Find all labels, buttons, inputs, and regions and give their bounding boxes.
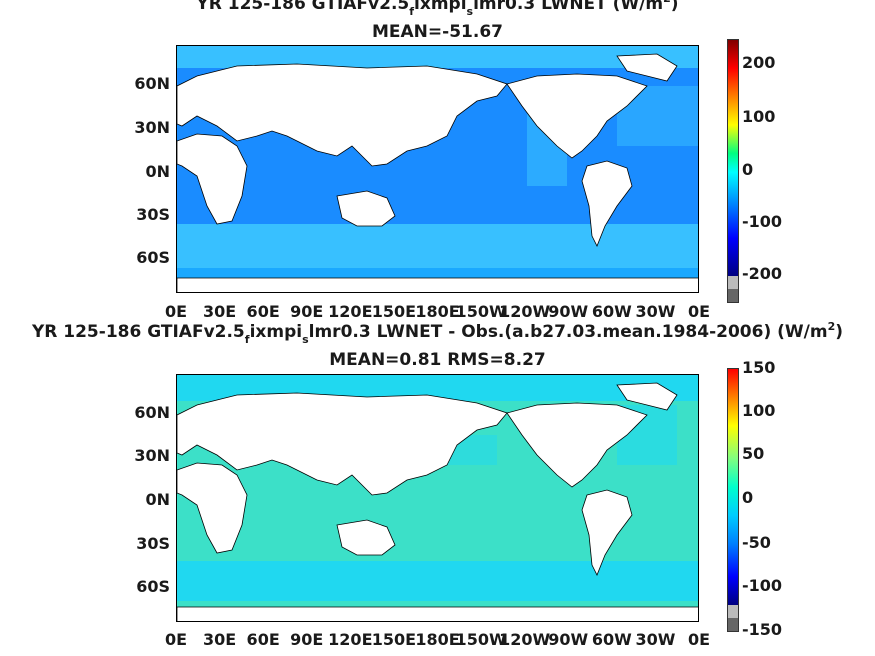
map-2-mean: MEAN=0.81 RMS=8.27	[329, 350, 546, 370]
lon-label: 120W	[499, 630, 551, 649]
map-2-colorbar-tick: 50	[742, 444, 765, 463]
lon-label: 0E	[164, 302, 188, 321]
map-1-colorbar-tick: -100	[742, 212, 783, 231]
lon-label: 120E	[328, 302, 373, 321]
map-2-plot	[176, 374, 699, 622]
map-2-lat-label: 60S	[136, 577, 170, 596]
map-1-colorbar-tick: 200	[742, 53, 776, 72]
map-1-title: YR 125-186 GTIAFv2.5fixmpislmr0.3 LWNET …	[196, 0, 679, 18]
lon-label: 30W	[635, 630, 676, 649]
lon-label: 60W	[591, 302, 632, 321]
lon-label: 30E	[202, 630, 237, 649]
map-2-colorbar-tick: -150	[742, 620, 783, 639]
map-1-lat-label: 30S	[136, 205, 170, 224]
lon-label: 30E	[202, 302, 237, 321]
map-2-lat-label: 30N	[134, 446, 170, 465]
map-2-lat-label: 0N	[145, 490, 170, 509]
map-2-colorbar-tick: -100	[742, 576, 783, 595]
lon-label: 150E	[371, 302, 417, 321]
lon-label: 0E	[687, 302, 711, 321]
map-1-land	[177, 53, 698, 292]
map-1-colorbar-tick: 0	[742, 160, 754, 179]
map-1-colorbar-tick: -200	[742, 264, 783, 283]
lon-label: 30W	[635, 302, 676, 321]
lon-label: 150W	[455, 302, 507, 321]
map-1-colorbar	[727, 39, 739, 303]
lon-label: 0E	[164, 630, 188, 649]
map-2-colorbar-tick: 0	[742, 488, 754, 507]
map-2-colorbar-tick: 100	[742, 401, 776, 420]
lon-label: 60E	[246, 630, 280, 649]
map-1-lat-label: 0N	[145, 162, 170, 181]
lon-label: 120W	[499, 302, 551, 321]
lon-label: 0E	[687, 630, 711, 649]
lon-label: 150W	[455, 630, 507, 649]
lon-label: 90E	[290, 302, 324, 321]
lon-label: 90E	[290, 630, 324, 649]
map-2-land	[177, 382, 698, 621]
map-2-lat-label: 60N	[134, 403, 170, 422]
map-1-lat-label: 60N	[134, 74, 170, 93]
map-2-colorbar-tick: -50	[742, 533, 771, 552]
lon-label: 120E	[328, 630, 373, 649]
map-1-mean: MEAN=-51.67	[372, 22, 503, 42]
lon-label: 90W	[548, 302, 589, 321]
lon-label: 180E	[415, 302, 460, 321]
map-1-lat-label: 30N	[134, 118, 170, 137]
lon-label: 90W	[548, 630, 589, 649]
map-2-title: YR 125-186 GTIAFv2.5fixmpislmr0.3 LWNET …	[31, 320, 844, 346]
map-1-colorbar-tick: 100	[742, 107, 776, 126]
map-1-plot	[176, 45, 699, 293]
lon-label: 60W	[591, 630, 632, 649]
lon-label: 180E	[415, 630, 460, 649]
map-2-colorbar	[727, 368, 739, 632]
map-2-lat-label: 30S	[136, 534, 170, 553]
map-1-lat-label: 60S	[136, 248, 170, 267]
lon-label: 60E	[246, 302, 280, 321]
lon-label: 150E	[371, 630, 417, 649]
map-2-colorbar-tick: 150	[742, 358, 776, 377]
